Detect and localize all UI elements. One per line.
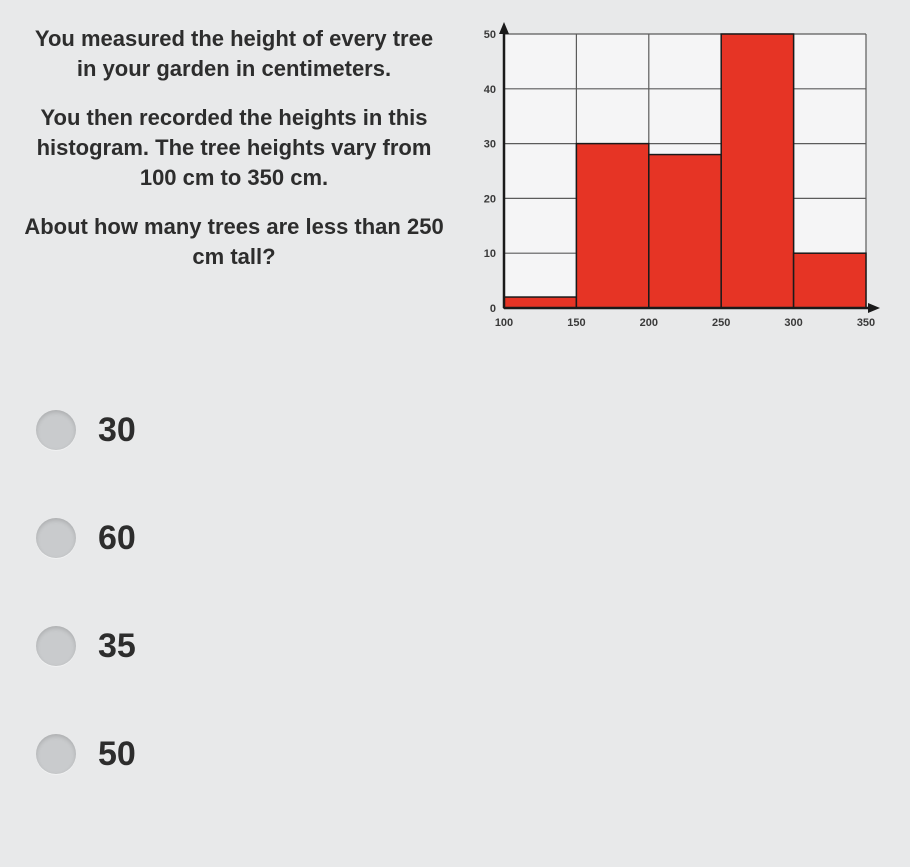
question-paragraph-3: About how many trees are less than 250 c… [24, 212, 444, 271]
svg-text:40: 40 [484, 84, 496, 96]
svg-text:200: 200 [640, 317, 658, 329]
svg-text:150: 150 [567, 317, 585, 329]
histogram-chart: 0 10 20 30 40 50 100 150 200 250 300 350 [464, 20, 894, 350]
histogram-svg: 0 10 20 30 40 50 100 150 200 250 300 350 [464, 20, 894, 340]
option-60[interactable]: 60 [36, 518, 886, 558]
option-35[interactable]: 35 [36, 626, 886, 666]
radio-icon [36, 626, 76, 666]
radio-icon [36, 410, 76, 450]
option-label: 50 [98, 735, 136, 774]
radio-icon [36, 734, 76, 774]
svg-text:30: 30 [484, 139, 496, 151]
option-label: 30 [98, 411, 136, 450]
question-text: You measured the height of every tree in… [24, 20, 444, 292]
radio-icon [36, 518, 76, 558]
svg-text:100: 100 [495, 317, 513, 329]
svg-text:250: 250 [712, 317, 730, 329]
question-paragraph-1: You measured the height of every tree in… [24, 24, 444, 83]
svg-text:10: 10 [484, 248, 496, 260]
svg-text:50: 50 [484, 29, 496, 41]
svg-text:20: 20 [484, 193, 496, 205]
top-row: You measured the height of every tree in… [24, 20, 886, 350]
svg-text:300: 300 [784, 317, 802, 329]
option-label: 35 [98, 627, 136, 666]
question-paragraph-2: You then recorded the heights in this hi… [24, 103, 444, 192]
svg-text:0: 0 [490, 303, 496, 315]
option-50[interactable]: 50 [36, 734, 886, 774]
option-30[interactable]: 30 [36, 410, 886, 450]
svg-text:350: 350 [857, 317, 875, 329]
option-label: 60 [98, 519, 136, 558]
answer-options: 30 60 35 50 [36, 410, 886, 774]
